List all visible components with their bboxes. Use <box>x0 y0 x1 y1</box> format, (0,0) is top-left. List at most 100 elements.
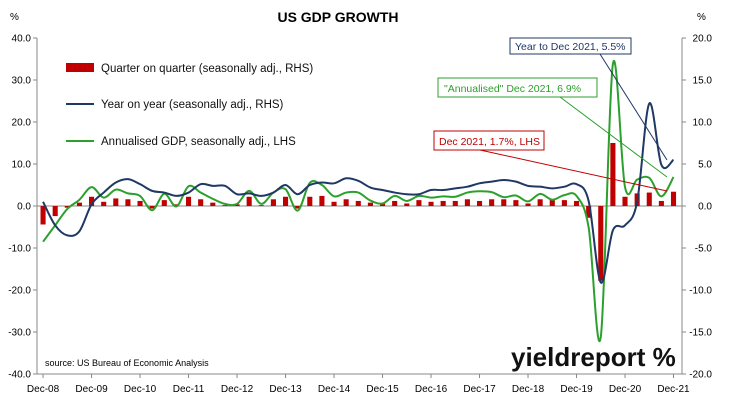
x-tick-label: Dec-10 <box>124 384 157 395</box>
x-tick-label: Dec-12 <box>221 384 254 395</box>
bar-qoq <box>586 206 592 218</box>
bar-qoq <box>149 206 155 209</box>
bar-qoq <box>355 200 361 206</box>
bar-qoq <box>440 200 446 206</box>
right-tick-label: -10.0 <box>689 286 712 297</box>
left-tick-label: -10.0 <box>8 244 31 255</box>
bar-qoq <box>270 199 276 206</box>
left-tick-label: 40.0 <box>12 34 32 45</box>
x-tick-label: Dec-13 <box>269 384 302 395</box>
bar-qoq <box>379 203 386 206</box>
annotation-annualised: "Annualised" Dec 2021, 6.9% <box>437 77 668 178</box>
bar-qoq <box>573 200 580 206</box>
bar-qoq <box>234 204 240 206</box>
bar-qoq <box>658 200 664 206</box>
annotation-qoq: Dec 2021, 1.7%, LHS <box>433 130 668 192</box>
bar-qoq <box>416 200 422 206</box>
bar-qoq <box>89 196 95 206</box>
bar-qoq <box>258 205 264 206</box>
bar-qoq <box>501 199 507 206</box>
bar-qoq <box>646 192 652 206</box>
right-tick-label: 15.0 <box>693 76 713 87</box>
left-tick-label: 10.0 <box>12 160 32 171</box>
left-tick-label: -20.0 <box>8 286 31 297</box>
bar-qoq <box>246 196 252 206</box>
series-lines <box>42 59 675 342</box>
legend-label-yoy: Year on year (seasonally adj., RHS) <box>101 99 284 111</box>
annotation-annualised-box <box>437 77 598 98</box>
legend-label-qoq: Quarter on quarter (seasonally adj., RHS… <box>101 63 313 75</box>
bar-qoq <box>198 199 204 206</box>
bar-qoq <box>464 199 470 206</box>
x-tick-label: Dec-11 <box>173 384 205 395</box>
x-tick-label: Dec-20 <box>609 384 642 395</box>
annotation-yoy-leader <box>599 53 668 161</box>
right-axis-unit: % <box>697 12 706 23</box>
bar-qoq <box>40 206 46 225</box>
annotation-annualised-text: "Annualised" Dec 2021, 6.9% <box>444 83 581 95</box>
bar-qoq <box>125 199 131 206</box>
bar-qoq <box>610 143 616 206</box>
left-tick-label: 0.0 <box>17 202 31 213</box>
x-tick-label: Dec-17 <box>463 384 496 395</box>
x-tick-label: Dec-14 <box>318 384 351 395</box>
left-tick-label: -40.0 <box>8 370 31 381</box>
bar-qoq <box>210 202 216 206</box>
chart-title: US GDP GROWTH <box>277 9 398 25</box>
bar-qoq <box>428 201 434 206</box>
right-tick-label: 20.0 <box>693 34 713 45</box>
x-tick-label: Dec-18 <box>512 384 545 395</box>
bar-qoq <box>622 196 628 206</box>
left-axis-ticks: 40.0 30.0 20.0 10.0 0.0 -10.0 -20.0 -30.0 -40.0 <box>8 34 37 381</box>
left-tick-label: 20.0 <box>12 118 32 129</box>
bar-qoq <box>307 196 313 206</box>
bar-qoq <box>137 200 143 206</box>
left-axis-unit: % <box>10 12 19 23</box>
bar-qoq <box>64 206 70 208</box>
bar-qoq <box>476 200 483 206</box>
annotation-qoq-leader <box>479 149 668 192</box>
right-tick-label: -5.0 <box>695 244 713 255</box>
bar-qoq <box>186 196 192 206</box>
line-annualised-gdp <box>42 59 675 342</box>
bar-qoq <box>113 198 119 206</box>
legend: Quarter on quarter (seasonally adj., RHS… <box>66 63 313 148</box>
right-tick-label: 10.0 <box>693 118 713 129</box>
right-tick-label: 5.0 <box>698 160 712 171</box>
annotation-qoq-box <box>433 130 545 151</box>
bar-qoq <box>513 200 519 206</box>
bar-qoq <box>295 206 301 209</box>
annotation-annualised-leader <box>559 96 668 178</box>
bar-qoq <box>222 205 228 206</box>
bar-qoq <box>489 199 495 206</box>
bar-qoq <box>537 199 543 206</box>
bar-qoq <box>670 191 677 206</box>
annotation-yoy-text: Year to Dec 2021, 5.5% <box>515 41 626 53</box>
right-tick-label: 0.0 <box>698 202 712 213</box>
x-tick-label: Dec-21 <box>657 384 690 395</box>
bar-qoq <box>525 203 531 206</box>
left-tick-label: -30.0 <box>8 328 31 339</box>
yieldreport-logo: yieldreport % <box>511 342 676 372</box>
bar-qoq <box>331 201 337 206</box>
bar-qoq <box>392 200 398 206</box>
left-tick-label: 30.0 <box>12 76 32 87</box>
line-year-on-year <box>42 102 675 284</box>
x-tick-label: Dec-15 <box>366 384 399 395</box>
right-tick-label: -15.0 <box>689 328 712 339</box>
bar-qoq <box>598 206 604 281</box>
bar-qoq <box>282 196 289 206</box>
source-note: source: US Bureau of Economic Analysis <box>45 358 209 368</box>
bar-qoq <box>367 202 373 206</box>
right-axis-ticks: 20.0 15.0 10.0 5.0 0.0 -5.0 -10.0 -15.0 -20.0 <box>682 34 712 381</box>
right-tick-label: -20.0 <box>689 370 712 381</box>
bar-qoq <box>76 202 82 206</box>
annotation-yoy-box <box>509 37 632 55</box>
x-tick-label: Dec-16 <box>415 384 448 395</box>
annotation-qoq-text: Dec 2021, 1.7%, LHS <box>439 136 540 148</box>
bar-qoq <box>101 201 107 206</box>
bar-qoq <box>549 199 555 206</box>
bar-qoq <box>561 200 567 206</box>
bar-qoq <box>404 203 410 206</box>
